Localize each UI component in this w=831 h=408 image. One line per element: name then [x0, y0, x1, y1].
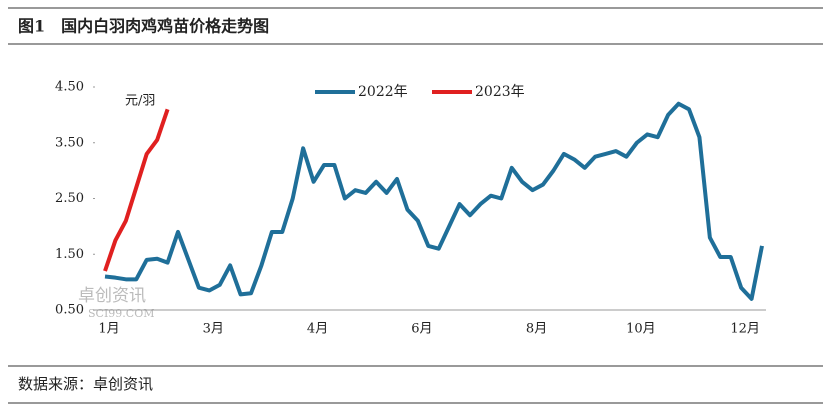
series-line	[104, 101, 764, 301]
watermark: 卓创资讯	[78, 286, 146, 306]
watermark: SCI99.COM	[88, 307, 155, 320]
y-tick-label: 2.50	[55, 191, 84, 206]
legend-label: 2022年	[358, 84, 408, 100]
y-tick-label: 1.50	[55, 247, 84, 262]
y-unit: 元/羽	[125, 94, 155, 109]
x-tick-label: 4月	[307, 322, 328, 337]
x-tick-label: 8月	[526, 322, 547, 337]
series-line	[103, 108, 170, 272]
y-tick-label: 4.50	[55, 80, 84, 95]
y-tick-label: 0.50	[55, 303, 84, 318]
x-tick-label: 1月	[98, 322, 119, 337]
x-tick-label: 6月	[411, 322, 432, 337]
x-tick-label: 10月	[626, 322, 656, 337]
legend-label: 2023年	[475, 84, 525, 100]
y-tick-label: 3.50	[55, 135, 84, 150]
chart-title: 图1 国内白羽肉鸡鸡苗价格走势图	[18, 17, 269, 36]
source: 数据来源：卓创资讯	[18, 375, 153, 393]
x-tick-label: 3月	[203, 322, 224, 337]
x-tick-label: 12月	[730, 322, 760, 337]
